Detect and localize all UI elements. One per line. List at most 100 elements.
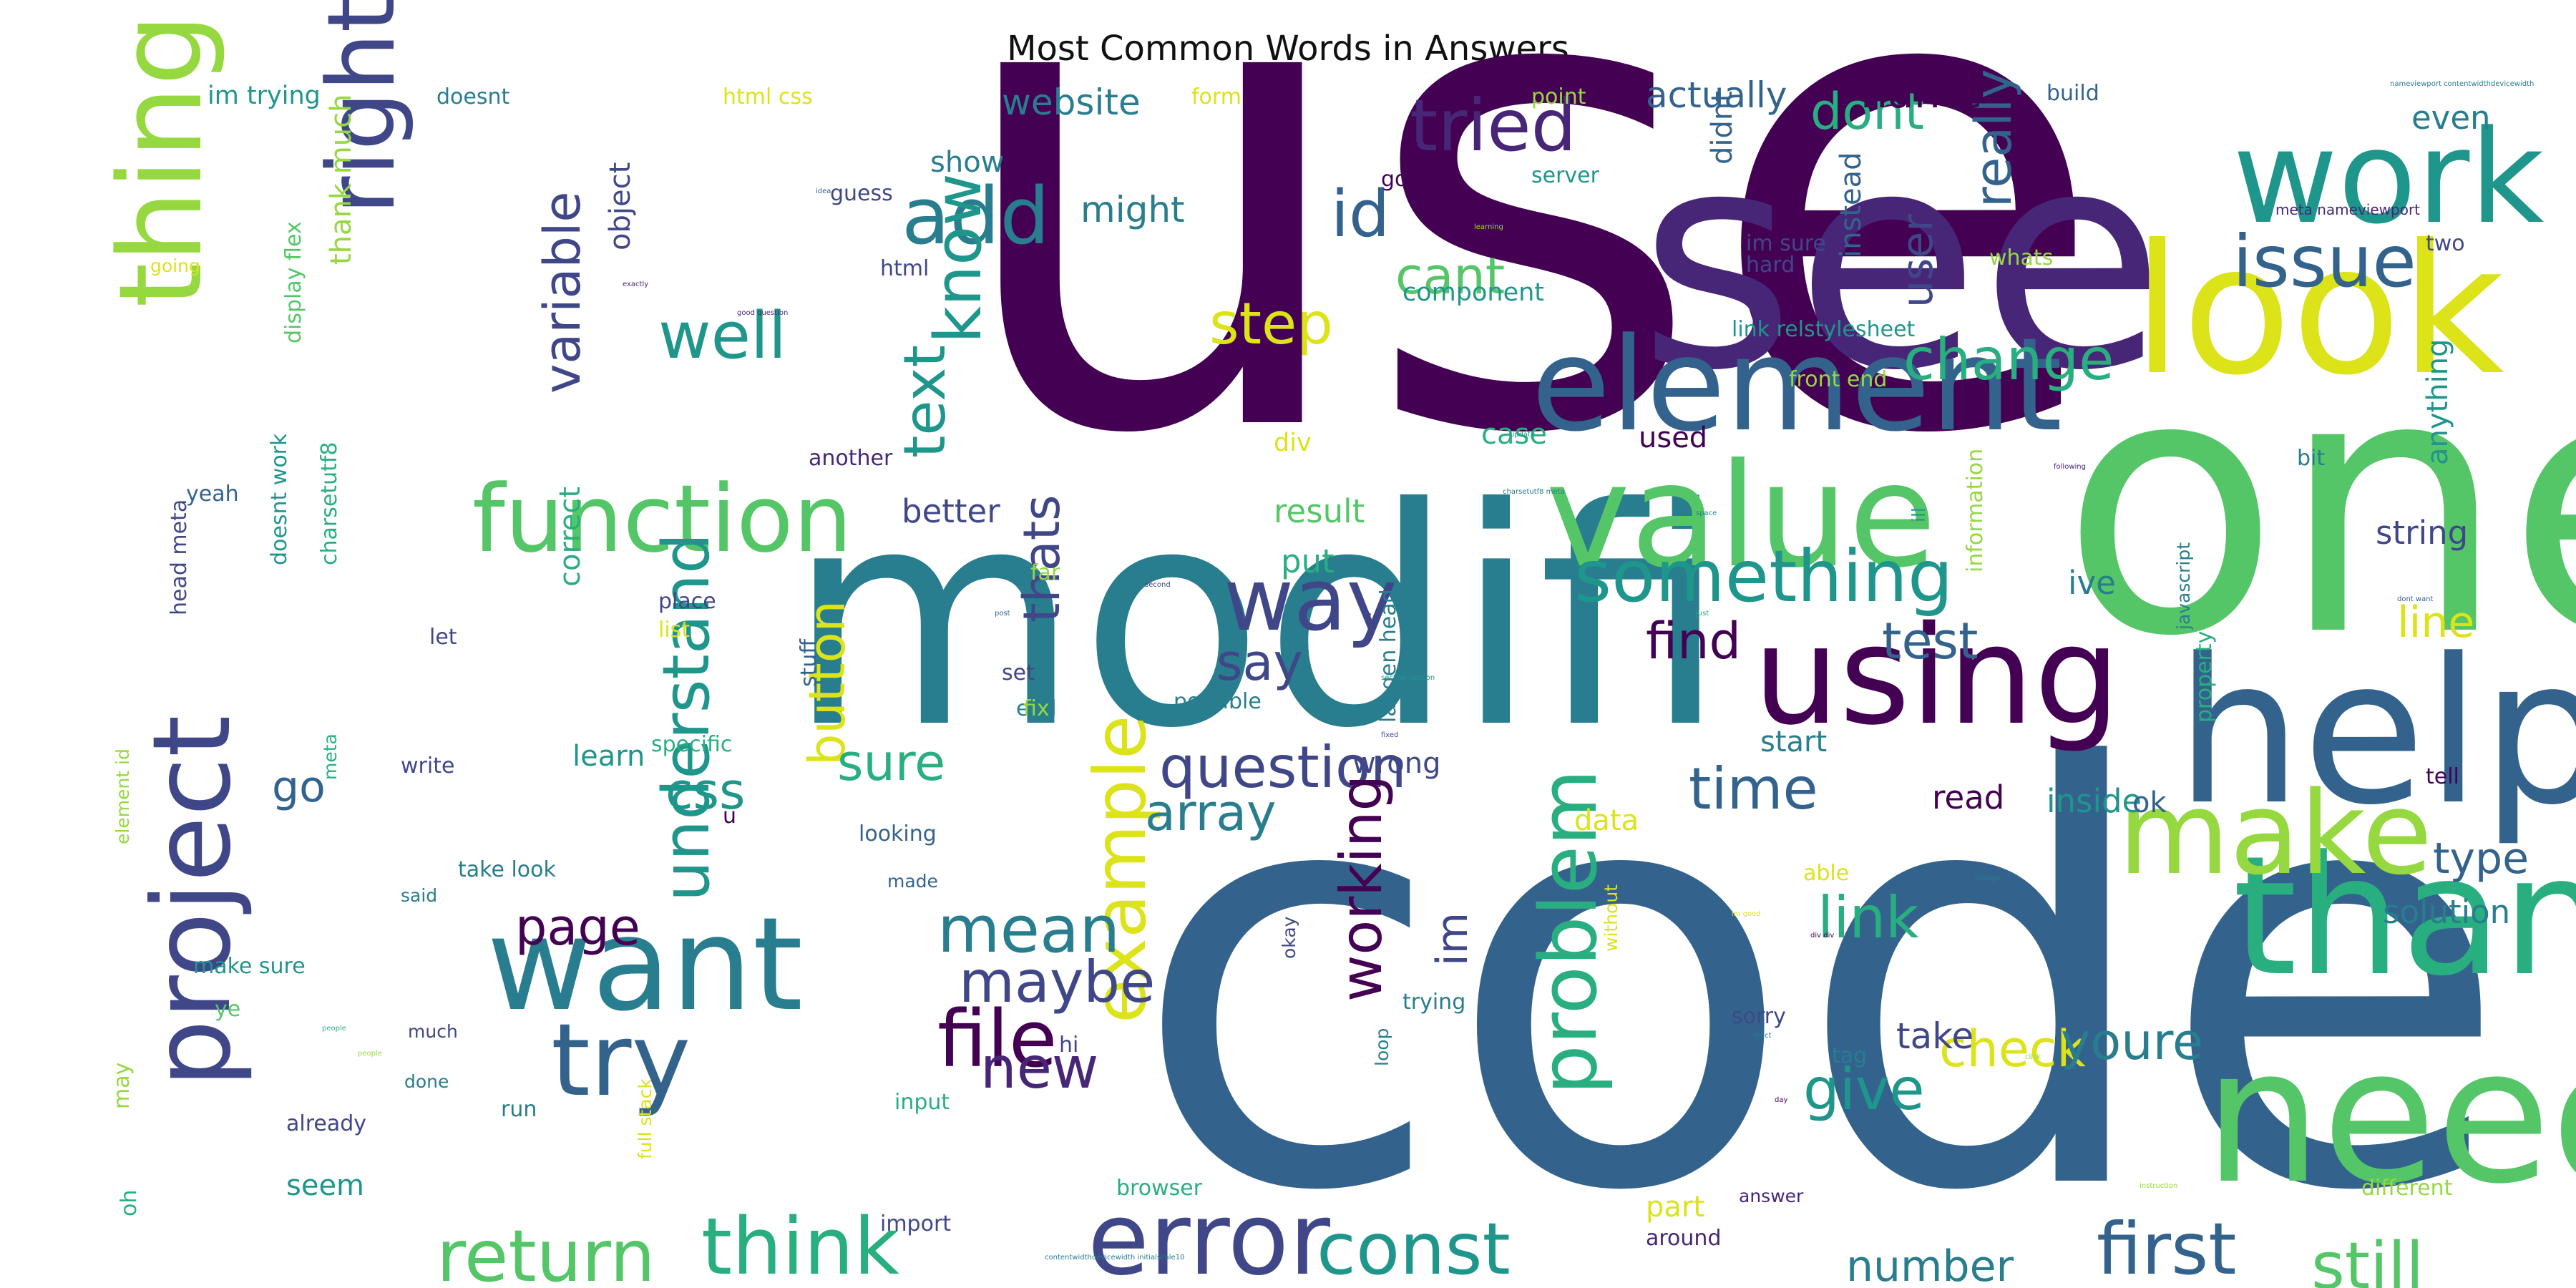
word-show: show (930, 146, 1004, 179)
word-number: number (1846, 1241, 2014, 1288)
word-people: people (358, 1050, 382, 1058)
word-array: array (1145, 784, 1277, 842)
word-doesnt: doesnt (436, 84, 509, 109)
word-name: name (1860, 68, 1982, 118)
word-sure: sure (837, 733, 945, 792)
word-even: even (2411, 99, 2491, 137)
word-answer: answer (1739, 1186, 1804, 1206)
word-hi: hi (1059, 1033, 1078, 1058)
word-idea: idea (816, 187, 831, 195)
word-one: one (2061, 298, 2576, 714)
word-take-look: take look (458, 857, 556, 882)
word-text: text (892, 345, 958, 458)
word-ill: ill (1908, 507, 1929, 522)
word-around: around (1646, 1226, 1721, 1251)
word-bit: bit (2297, 446, 2325, 471)
word-made: made (887, 871, 938, 892)
word-really: really (1964, 69, 2023, 208)
word-instruction: instruction (2140, 1182, 2177, 1190)
word-well: well (658, 298, 786, 374)
word-string: string (2376, 514, 2468, 552)
word-step: step (1209, 291, 1333, 357)
word-ive: ive (2068, 564, 2116, 602)
word-may: may (109, 1063, 135, 1109)
word-result: result (1274, 492, 1365, 530)
word-put: put (1281, 542, 1335, 580)
word-example: example (1078, 716, 1162, 1023)
word-link-relstylesheet: link relstylesheet (1732, 317, 1916, 342)
word-day: day (1775, 1096, 1787, 1104)
word-people: people (322, 1025, 346, 1033)
word-stuff: stuff (796, 638, 821, 687)
word-problem: problem (1523, 769, 1614, 1095)
word-maybe: maybe (959, 949, 1155, 1015)
word-cant: cant (1395, 247, 1505, 306)
word-another: another (809, 446, 893, 471)
word-fix: fix (1023, 696, 1050, 721)
word-full-stack: full stack (635, 1078, 655, 1159)
word-information: information (1963, 449, 1988, 572)
word-issue: issue (2233, 220, 2416, 303)
word-contentwidthdevicewidth-initialscale10: contentwidthdevicewidth initialscale10 (1045, 1254, 1184, 1262)
word-doesnt-work: doesnt work (267, 433, 292, 565)
word-variable: variable (533, 192, 592, 394)
word-actually: actually (1646, 74, 1787, 116)
word-start: start (1760, 726, 1827, 758)
word-component: component (1402, 278, 1544, 307)
word-see: see (1639, 87, 2165, 436)
word-much: much (408, 1021, 458, 1042)
word-end: end (1016, 696, 1057, 721)
word-display-flex: display flex (281, 221, 306, 343)
figure-title: Most Common Words in Answers (1007, 29, 1569, 69)
word-element-id: element id (112, 748, 133, 844)
word-type: type (2433, 834, 2529, 884)
word-section-section: section section (1381, 674, 1435, 682)
word-user: user (1893, 214, 1943, 308)
word-im-sure: im sure (1746, 231, 1826, 256)
word-specific: specific (651, 732, 732, 757)
word-javascript: javascript (2173, 542, 2194, 630)
word-button: button (798, 600, 857, 766)
word-dont-want: dont want (2397, 595, 2434, 603)
word-modifi: modifi (787, 444, 1727, 794)
word-good-question: good question (737, 309, 788, 317)
word-im-trying: im trying (208, 82, 321, 110)
word-learn: learn (572, 740, 645, 773)
word-know: know (921, 173, 996, 343)
word-new: new (980, 1035, 1098, 1101)
word-div-div: div div (1810, 932, 1834, 940)
word-help: help (2175, 616, 2576, 849)
word-wrong: wrong (1352, 747, 1441, 780)
word-trying: trying (1402, 990, 1465, 1015)
word-make-sure: make sure (193, 954, 306, 979)
word-value: value (1546, 433, 1936, 600)
word-oh: oh (117, 1190, 142, 1216)
word-element: element (1531, 311, 2062, 460)
word-way: way (1224, 551, 1397, 650)
word-link: link (1818, 884, 1919, 951)
word-inside: inside (2046, 782, 2142, 820)
word-line: line (2397, 597, 2474, 648)
word-understand: understand (649, 533, 724, 902)
word-give: give (1803, 1056, 1925, 1123)
word-code: code (1131, 649, 2511, 1288)
word-change: change (1903, 326, 2114, 393)
word-const: const (1317, 1207, 1511, 1288)
word-second: second (1145, 581, 1171, 589)
word-set: set (1002, 660, 1035, 686)
word-okay: okay (1279, 916, 1299, 959)
word-post: post (995, 610, 1010, 618)
word-want: want (487, 890, 803, 1040)
word-make: make (2118, 766, 2432, 900)
word-tell: tell (2426, 764, 2459, 789)
word-without: without (1601, 884, 1621, 952)
word-space: space (1696, 509, 1717, 517)
word-meta-nameviewport: meta nameviewport (2275, 201, 2420, 218)
word-look: look (2132, 206, 2504, 414)
word-langen-head: langen head (1376, 589, 1401, 723)
word-html: html (880, 256, 929, 281)
word-css: css (665, 762, 745, 821)
word-thing: thing (94, 13, 228, 308)
word-react: react (1753, 1032, 1772, 1040)
word-sorry: sorry (1732, 1004, 1786, 1029)
